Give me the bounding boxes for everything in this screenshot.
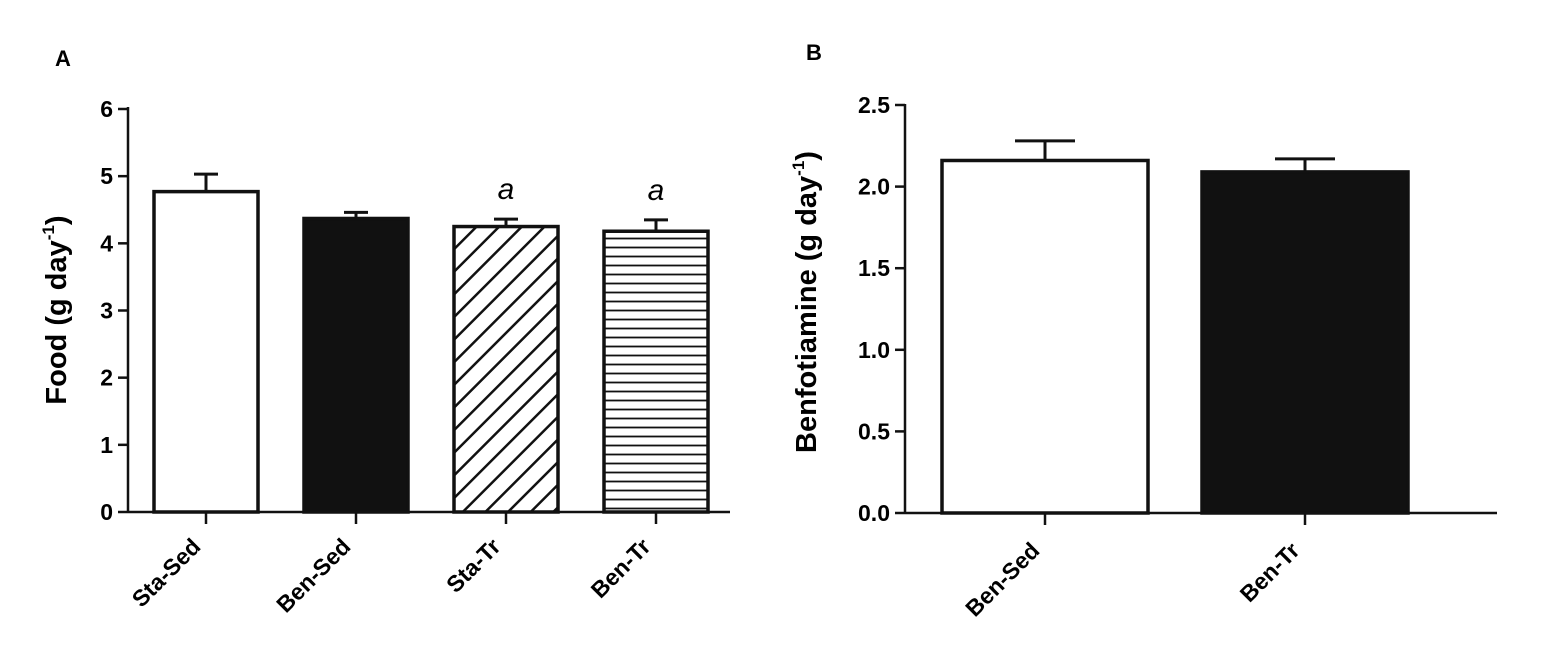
category-label: Ben-Sed xyxy=(960,537,1044,621)
bar-sta-sed xyxy=(152,189,260,514)
bar-ben-sed xyxy=(302,216,410,514)
y-tick-label: 1 xyxy=(100,432,113,458)
y-tick-label: 6 xyxy=(100,96,113,122)
y-tick-label: 3 xyxy=(100,298,113,324)
y-axis-title-text: Food (g day xyxy=(41,240,73,404)
y-axis-title: Benfotiamine (g day-1) xyxy=(789,151,823,453)
bar-ben-tr xyxy=(602,229,710,514)
y-tick-label: 5 xyxy=(100,163,113,189)
y-tick-label: 0.0 xyxy=(858,500,890,526)
y-axis-title-text: Benfotiamine (g day xyxy=(791,176,823,453)
chart-panel-b: B 0.0 0.5 1.0 1.5 2.0 2.5 Ben-Sed Ben-Tr Benfo… xyxy=(789,40,1497,622)
y-tick-label: 0.5 xyxy=(858,418,890,444)
category-label: Sta-Tr xyxy=(441,533,506,598)
y-tick-label: 4 xyxy=(100,230,113,256)
y-axis-title-superscript: -1 xyxy=(789,161,808,176)
category-label: Ben-Sed xyxy=(271,533,355,617)
y-axis-title-close: ) xyxy=(41,215,73,225)
panel-letter-a: A xyxy=(55,46,71,71)
y-tick-label: 2.0 xyxy=(858,174,890,200)
category-label: Ben-Tr xyxy=(1235,537,1305,607)
category-label: Ben-Tr xyxy=(586,533,656,603)
bar-sta-tr xyxy=(452,224,560,514)
y-axis-title: Food (g day-1) xyxy=(39,215,73,404)
y-tick-label: 1.0 xyxy=(858,337,890,363)
y-axis-title-close: ) xyxy=(791,151,823,161)
category-label: Sta-Sed xyxy=(127,533,206,612)
y-tick-label: 1.5 xyxy=(858,255,890,281)
y-tick-label: 0 xyxy=(100,499,113,525)
significance-label: a xyxy=(648,174,665,207)
y-axis-title-superscript: -1 xyxy=(39,225,58,240)
significance-label: a xyxy=(498,173,515,206)
bar-ben-sed xyxy=(940,158,1150,515)
y-tick-label: 2.5 xyxy=(858,92,890,118)
y-tick-label: 2 xyxy=(100,365,113,391)
panel-letter-b: B xyxy=(806,40,822,65)
bar-ben-tr xyxy=(1200,170,1410,515)
